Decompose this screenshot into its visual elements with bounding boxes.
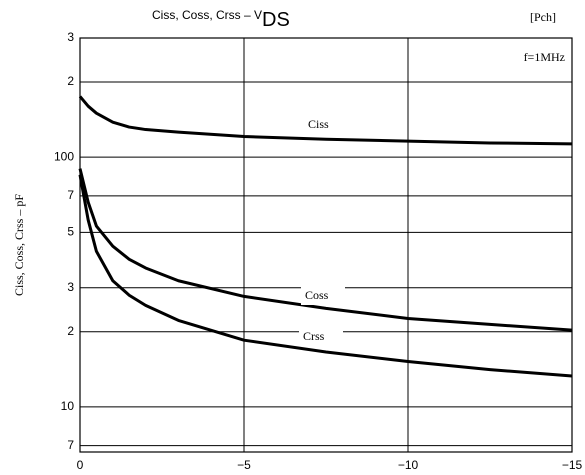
plot-frame xyxy=(79,37,573,453)
label-background xyxy=(301,287,345,305)
annotation: f=1MHz xyxy=(524,50,565,64)
y-tick-label: 7 xyxy=(67,188,74,202)
series-line xyxy=(78,95,573,146)
chart-title: Ciss, Coss, Crss – VDS xyxy=(152,8,290,31)
series-line xyxy=(78,174,573,378)
series-label: Crss xyxy=(303,329,325,343)
y-tick-label: 100 xyxy=(54,149,74,163)
y-tick-label: 7 xyxy=(67,438,74,452)
title-note: [Pch] xyxy=(530,10,556,24)
y-tick-label: 10 xyxy=(61,399,75,413)
y-tick-label: 3 xyxy=(67,30,74,44)
label-background xyxy=(299,328,343,346)
series-label: Ciss xyxy=(308,117,329,131)
x-tick-label: −10 xyxy=(398,458,419,472)
x-tick-label: −5 xyxy=(237,458,251,472)
y-tick-label: 2 xyxy=(67,74,74,88)
x-tick-label: 0 xyxy=(77,458,84,472)
y-tick-label: 2 xyxy=(67,324,74,338)
series-label: Coss xyxy=(305,288,329,302)
label-background xyxy=(304,116,348,134)
series-line xyxy=(78,168,573,332)
y-axis-label: Ciss, Coss, Crss – pF xyxy=(12,194,26,296)
x-tick-label: −15 xyxy=(562,458,583,472)
y-tick-label: 3 xyxy=(67,280,74,294)
y-tick-label: 5 xyxy=(67,225,74,239)
